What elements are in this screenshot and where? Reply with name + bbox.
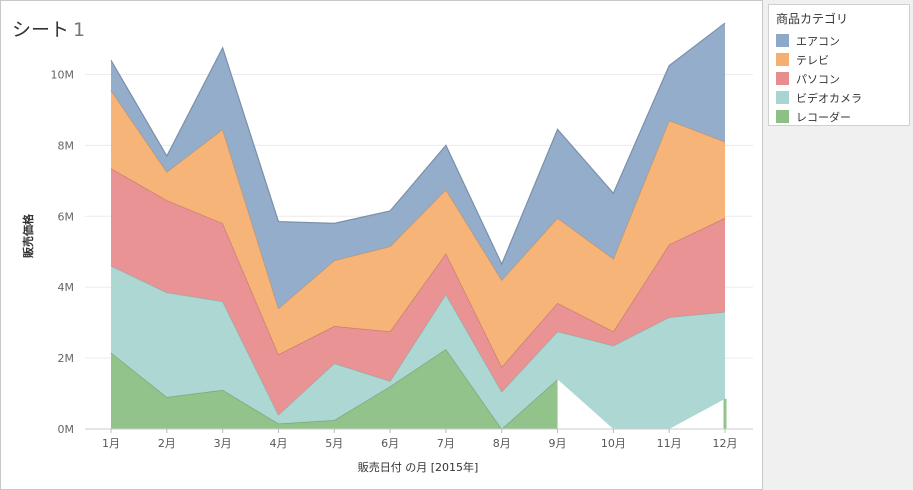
sheet-panel: シート 1 0M 2M 4M 6M 8M 10M 1月 2月 3月 4月 5月 6月 7月 8月 9月 10月 1… [0, 0, 763, 490]
legend-label: レコーダー [796, 110, 851, 124]
x-tick-label: 9月 [549, 437, 567, 450]
y-tick-label: 2M [58, 352, 75, 365]
legend-swatch [776, 72, 789, 85]
sheet-title-number: 1 [73, 19, 86, 41]
legend-label: エアコン [796, 34, 840, 48]
legend-title: 商品カテゴリ [776, 12, 849, 26]
y-tick-label: 4M [58, 281, 75, 294]
x-axis-title: 販売日付 の月 [2015年] [358, 460, 479, 474]
x-tick-label: 6月 [381, 437, 399, 450]
x-tick-label: 12月 [713, 437, 738, 450]
y-tick-label: 8M [58, 139, 75, 152]
x-tick-label: 8月 [493, 437, 511, 450]
y-tick-label: 0M [58, 423, 75, 436]
y-axis-title: 販売価格 [21, 213, 35, 258]
area-ビデオカメラ [111, 265, 725, 429]
y-tick-label: 10M [51, 68, 75, 81]
x-tick-label: 3月 [214, 437, 232, 450]
x-tick-label: 11月 [657, 437, 682, 450]
y-tick-label: 6M [58, 210, 75, 223]
x-tick-label: 2月 [158, 437, 176, 450]
sheet-title-text: シート [12, 19, 70, 41]
sheet-title: シート 1 [12, 15, 85, 42]
x-tick-label: 10月 [601, 437, 626, 450]
legend-item[interactable]: ビデオカメラ [769, 88, 909, 107]
legend-item[interactable]: エアコン [769, 31, 909, 50]
series-line-エアコン [110, 22, 726, 266]
legend-swatch [776, 53, 789, 66]
area-レコーダー [111, 349, 558, 429]
legend-item[interactable]: テレビ [769, 50, 909, 69]
legend-items: エアコンテレビパソコンビデオカメラ レコーダー [769, 31, 909, 126]
legend-item[interactable]: レコーダー [769, 107, 909, 126]
legend[interactable]: 商品カテゴリ エアコンテレビパソコンビデオカメラ レコーダー [768, 4, 910, 126]
x-tick-label: 1月 [102, 437, 120, 450]
area-chart: 0M 2M 4M 6M 8M 10M 1月 2月 3月 4月 5月 6月 7月 8月 9月 10月 11月 12月… [21, 22, 753, 474]
legend-label: パソコン [796, 72, 840, 86]
area-エアコン [111, 23, 725, 309]
legend-swatch [776, 91, 789, 104]
legend-item[interactable]: パソコン [769, 69, 909, 88]
x-tick-label: 7月 [437, 437, 455, 450]
legend-label: ビデオカメラ [796, 91, 862, 105]
legend-swatch [776, 110, 789, 123]
area-パソコン [111, 168, 725, 415]
x-tick-label: 5月 [325, 437, 343, 450]
area-テレビ [111, 90, 725, 367]
legend-label: テレビ [796, 53, 829, 67]
area-レコーダー [723, 398, 727, 429]
legend-swatch [776, 34, 789, 47]
x-tick-label: 4月 [269, 437, 287, 450]
